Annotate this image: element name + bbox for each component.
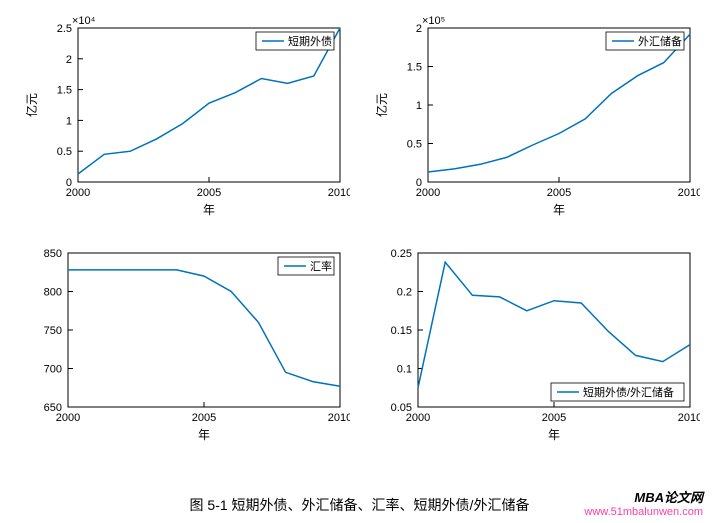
svg-text:1.5: 1.5 [57, 85, 72, 97]
svg-text:2005: 2005 [197, 187, 221, 199]
chart-grid: 20002005201000.511.522.5年亿元×10⁴短期外债 2000… [0, 0, 719, 450]
panel-ratio: 2000200520100.050.10.150.20.25年短期外债/外汇储备 [370, 235, 700, 450]
svg-text:2.5: 2.5 [57, 23, 72, 35]
svg-text:×10⁴: ×10⁴ [72, 15, 96, 27]
credit-block: MBA论文网 www.51mbalunwen.com [584, 490, 703, 519]
svg-text:2010: 2010 [678, 187, 700, 199]
svg-text:2: 2 [66, 54, 72, 66]
panel-short-term-debt: 20002005201000.511.522.5年亿元×10⁴短期外债 [20, 10, 350, 225]
svg-text:650: 650 [44, 402, 62, 414]
panel-fx-reserves: 20002005201000.511.52年亿元×10⁵外汇储备 [370, 10, 700, 225]
svg-text:750: 750 [44, 325, 62, 337]
svg-text:短期外债/外汇储备: 短期外债/外汇储备 [583, 385, 674, 399]
panel-exchange-rate: 200020052010650700750800850年汇率 [20, 235, 350, 450]
svg-text:0.5: 0.5 [407, 139, 422, 151]
svg-text:1.5: 1.5 [407, 62, 422, 74]
svg-text:2005: 2005 [192, 412, 216, 424]
svg-text:年: 年 [553, 203, 565, 217]
credit-url: www.51mbalunwen.com [584, 506, 703, 519]
svg-text:0.25: 0.25 [391, 248, 412, 260]
svg-text:2005: 2005 [542, 412, 566, 424]
credit-title: MBA论文网 [584, 490, 703, 506]
svg-text:2010: 2010 [328, 187, 350, 199]
svg-text:亿元: 亿元 [24, 93, 39, 117]
svg-text:0: 0 [66, 177, 72, 189]
svg-text:0.2: 0.2 [397, 287, 412, 299]
svg-text:0.15: 0.15 [391, 325, 412, 337]
svg-text:1: 1 [416, 100, 422, 112]
svg-text:700: 700 [44, 364, 62, 376]
svg-text:外汇储备: 外汇储备 [638, 34, 682, 48]
svg-text:800: 800 [44, 287, 62, 299]
svg-text:2010: 2010 [328, 412, 350, 424]
svg-text:×10⁵: ×10⁵ [422, 15, 445, 27]
svg-text:短期外债: 短期外债 [288, 34, 332, 48]
svg-text:850: 850 [44, 248, 62, 260]
svg-text:0: 0 [416, 177, 422, 189]
svg-text:0.05: 0.05 [391, 402, 412, 414]
svg-text:0.5: 0.5 [57, 146, 72, 158]
svg-text:年: 年 [548, 428, 560, 442]
svg-text:亿元: 亿元 [374, 93, 389, 117]
svg-text:年: 年 [198, 428, 210, 442]
svg-text:汇率: 汇率 [310, 259, 332, 273]
svg-text:1: 1 [66, 115, 72, 127]
svg-text:年: 年 [203, 203, 215, 217]
svg-text:2005: 2005 [547, 187, 571, 199]
svg-text:2010: 2010 [678, 412, 700, 424]
svg-text:0.1: 0.1 [397, 364, 412, 376]
